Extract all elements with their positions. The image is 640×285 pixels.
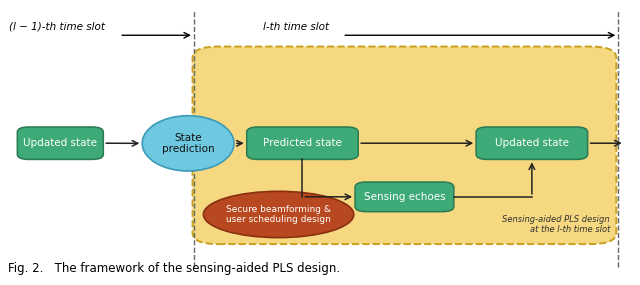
Text: Updated state: Updated state (23, 138, 97, 148)
Text: (l − 1)-th time slot: (l − 1)-th time slot (9, 22, 105, 32)
Text: l-th time slot: l-th time slot (262, 22, 329, 32)
Text: Sensing echoes: Sensing echoes (364, 192, 445, 202)
Text: State
prediction: State prediction (162, 133, 214, 154)
FancyBboxPatch shape (246, 127, 358, 159)
FancyBboxPatch shape (17, 127, 103, 159)
FancyBboxPatch shape (355, 182, 454, 212)
Text: Updated state: Updated state (495, 138, 569, 148)
FancyBboxPatch shape (476, 127, 588, 159)
Ellipse shape (204, 191, 354, 238)
Ellipse shape (142, 116, 234, 171)
FancyBboxPatch shape (193, 46, 616, 244)
Text: Fig. 2.   The framework of the sensing-aided PLS design.: Fig. 2. The framework of the sensing-aid… (8, 262, 340, 275)
Text: Predicted state: Predicted state (263, 138, 342, 148)
Text: Sensing-aided PLS design
at the l-th time slot: Sensing-aided PLS design at the l-th tim… (502, 215, 610, 234)
Text: Secure beamforming &
user scheduling design: Secure beamforming & user scheduling des… (226, 205, 331, 224)
